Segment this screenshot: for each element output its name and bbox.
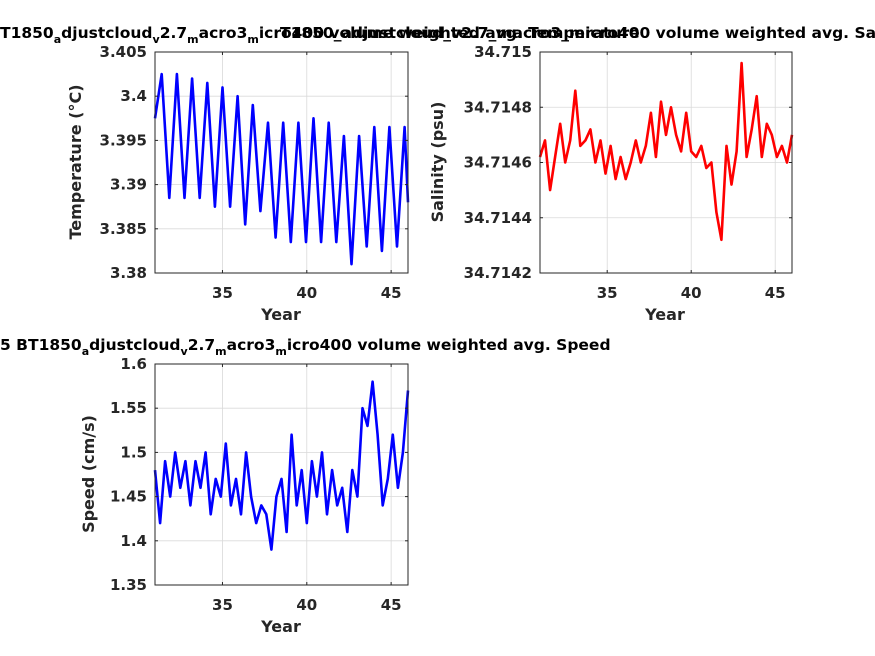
speed-x-axis-label: Year	[260, 617, 301, 636]
temperature-axes-box	[154, 51, 409, 274]
speed-axes	[154, 363, 409, 586]
temperature-y-tick-label-0: 3.38	[110, 264, 147, 282]
speed-x-tick-label-2: 45	[381, 596, 402, 614]
temperature-y-axis-label: Temperature (°C)	[66, 84, 85, 239]
temperature-y-tick-label-5: 3.405	[100, 43, 147, 61]
salinity-y-tick-label-2: 34.7146	[464, 154, 532, 172]
temperature-series-line-0	[153, 72, 410, 266]
temperature-y-tick-label-4: 3.4	[120, 87, 147, 105]
temperature-x-tick-label-0: 35	[212, 284, 233, 302]
temperature-ticks: 35 40 45 3.38 3.385 3.39 3.395 3.4 3.405	[100, 43, 408, 302]
speed-y-tick-label-1: 1.4	[120, 532, 147, 550]
salinity-y-tick-label-1: 34.7144	[464, 209, 532, 227]
salinity-ticks: 35 40 45 34.7142 34.7144 34.7146 34.7148 34.715	[464, 43, 792, 302]
salinity-x-tick-label-2: 45	[765, 284, 786, 302]
speed-y-axis-label: Speed (cm/s)	[79, 415, 98, 533]
speed-x-tick-label-0: 35	[212, 596, 233, 614]
temperature-series	[153, 72, 410, 266]
temperature-y-tick-label-3: 3.395	[100, 131, 147, 149]
temperature-title: T1850adjustcloudv2.7macro3micro400 volum…	[0, 24, 640, 46]
speed-y-tick-label-2: 1.45	[110, 488, 147, 506]
temperature-axes	[154, 51, 409, 274]
speed-axes-box	[154, 363, 409, 586]
subplot-temperature: 35 40 45 3.38 3.385 3.39 3.395 3.4 3.405 T1850ad…	[0, 24, 640, 324]
salinity-x-axis-label: Year	[644, 305, 685, 324]
salinity-y-tick-label-0: 34.7142	[464, 264, 532, 282]
speed-y-tick-label-4: 1.55	[110, 399, 147, 417]
speed-y-tick-label-3: 1.5	[120, 443, 147, 461]
salinity-series-line-0	[538, 61, 794, 242]
temperature-x-tick-label-1: 40	[296, 284, 317, 302]
salinity-x-tick-label-0: 35	[597, 284, 618, 302]
temperature-y-tick-label-1: 3.385	[100, 220, 147, 238]
salinity-y-tick-label-3: 34.7148	[464, 98, 532, 116]
temperature-y-tick-label-2: 3.39	[110, 176, 147, 194]
salinity-x-tick-label-1: 40	[681, 284, 702, 302]
speed-title: 5 BT1850adjustcloudv2.7macro3micro400 vo…	[0, 336, 611, 358]
speed-x-tick-label-1: 40	[296, 596, 317, 614]
salinity-title: T1850_adjustcloud_v2.7_macro3_micro400 v…	[280, 24, 875, 42]
speed-y-tick-label-0: 1.35	[110, 576, 147, 594]
speed-series-line-0	[153, 380, 410, 551]
speed-ticks: 35 40 45 1.35 1.4 1.45 1.5 1.55 1.6	[110, 355, 408, 614]
speed-y-tick-label-5: 1.6	[120, 355, 147, 373]
temperature-x-axis-label: Year	[260, 305, 301, 324]
salinity-y-tick-label-4: 34.715	[474, 43, 532, 61]
salinity-y-axis-label: Salinity (psu)	[428, 102, 447, 223]
subplot-speed: 35 40 45 1.35 1.4 1.45 1.5 1.55 1.6 5 BT1850adju…	[0, 336, 611, 636]
subplot-salinity: 35 40 45 34.7142 34.7144 34.7146 34.7148 34.715…	[280, 24, 875, 324]
speed-series	[153, 380, 410, 551]
temperature-x-tick-label-2: 45	[381, 284, 402, 302]
salinity-series	[538, 61, 794, 242]
